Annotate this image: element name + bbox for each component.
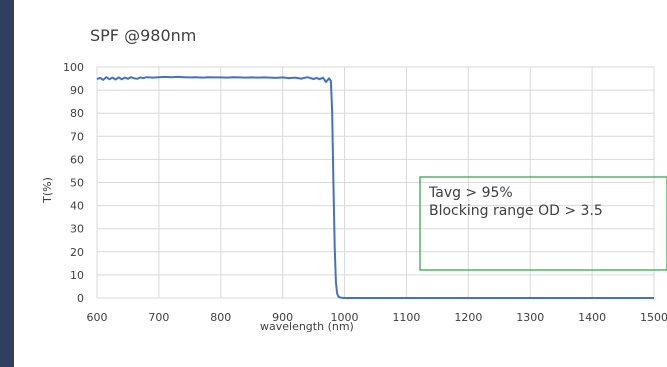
y-tick-label: 10	[70, 269, 84, 282]
y-tick-label: 100	[63, 61, 84, 74]
x-tick-label: 900	[272, 311, 293, 324]
x-tick-label: 1400	[578, 311, 606, 324]
y-tick-label: 20	[70, 246, 84, 259]
x-tick-label: 1000	[331, 311, 359, 324]
y-tick-label: 50	[70, 177, 84, 190]
x-tick-label: 1300	[516, 311, 544, 324]
chart-title: SPF @980nm	[90, 26, 196, 45]
annotation-line-1: Tavg > 95%	[428, 185, 513, 201]
x-tick-label: 1200	[454, 311, 482, 324]
x-tick-label: 1100	[392, 311, 420, 324]
x-tick-label: 600	[87, 311, 108, 324]
x-tick-label: 700	[148, 311, 169, 324]
chart-svg: SPF @980nm 0 10 20 30 40 50 60 70 80 90 100 600 700…	[41, 26, 667, 333]
annotation-frame	[419, 176, 667, 271]
y-tick-labels: 0 10 20 30 40 50 60 70 80 90 100	[63, 61, 84, 305]
y-tick-label: 70	[70, 130, 84, 143]
chart-panel: SPF @980nm 0 10 20 30 40 50 60 70 80 90 100 600 700…	[14, 0, 667, 367]
y-tick-label: 40	[70, 200, 84, 213]
annotation-box: Tavg > 95% Blocking range OD > 3.5	[419, 176, 667, 271]
grid	[96, 66, 655, 299]
series-line	[96, 75, 654, 299]
y-tick-label: 80	[70, 107, 84, 120]
annotation-line-2: Blocking range OD > 3.5	[429, 203, 603, 219]
y-tick-label: 60	[70, 153, 84, 166]
series-group	[96, 75, 654, 299]
y-tick-label: 90	[70, 84, 84, 97]
y-tick-label: 30	[70, 223, 84, 236]
y-tick-label: 0	[77, 292, 84, 305]
x-tick-label: 800	[210, 311, 231, 324]
x-axis-label: wavelength (nm)	[260, 320, 354, 333]
x-tick-labels: 600 700 800 900 1000 1100 1200 1300 1400 1500	[87, 311, 667, 324]
y-axis-label: T(%)	[41, 177, 54, 204]
x-tick-label: 1500	[640, 311, 667, 324]
